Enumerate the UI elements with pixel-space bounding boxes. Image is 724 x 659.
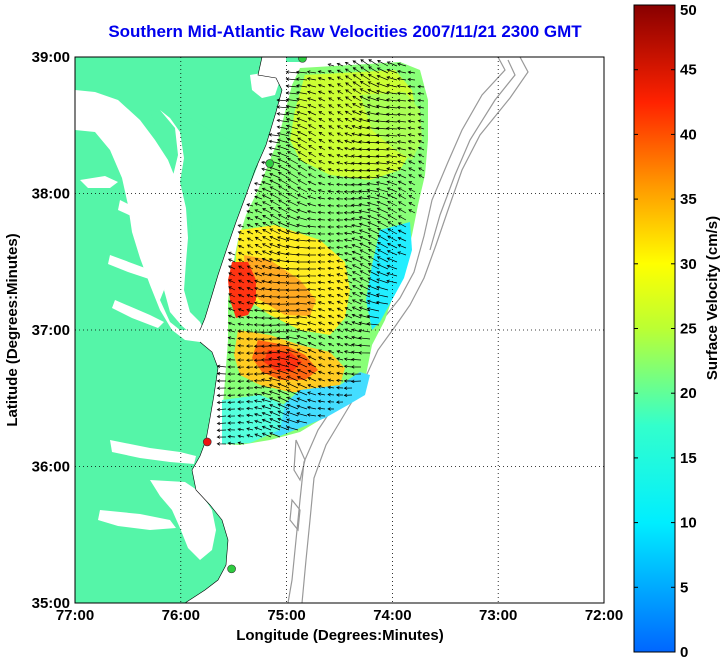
- lat-tick-label: 35:00: [32, 595, 70, 612]
- lon-tick-label: 74:00: [373, 607, 411, 624]
- colorbar-tick-label: 25: [680, 321, 697, 338]
- colorbar: [633, 4, 676, 653]
- colorbar-tick-label: 0: [680, 644, 688, 659]
- longitude-ticks: 77:00 76:00 75:00 74:00 73:00 72:00: [56, 607, 623, 624]
- colorbar-tick-label: 45: [680, 62, 697, 79]
- lon-tick-label: 72:00: [585, 607, 623, 624]
- colorbar-tick-label: 30: [680, 256, 697, 273]
- colorbar-tick-label: 5: [680, 579, 688, 596]
- radar-station-marker: [298, 57, 307, 63]
- radar-station-marker: [265, 159, 274, 168]
- land-mass: [75, 57, 302, 603]
- lat-tick-label: 38:00: [32, 186, 70, 203]
- colorbar-label: Surface Velocity (cm/s): [704, 216, 721, 380]
- lat-tick-label: 39:00: [32, 49, 70, 66]
- radar-station-marker: [227, 564, 236, 574]
- map-title: Southern Mid-Atlantic Raw Velocities 200…: [108, 22, 582, 41]
- lon-tick-label: 73:00: [479, 607, 517, 624]
- colorbar-tick-label: 10: [680, 515, 697, 532]
- colorbar-ticks: 0 5 10 15 20 25 30 35 40 45 50: [634, 2, 697, 659]
- map-frame: [74, 56, 605, 604]
- lon-tick-label: 76:00: [162, 607, 200, 624]
- y-axis-label: Latitude (Degrees:Minutes): [4, 233, 21, 426]
- velocity-field: [222, 62, 428, 445]
- colorbar-tick-label: 40: [680, 126, 697, 143]
- x-axis-label: Longitude (Degrees:Minutes): [236, 627, 444, 644]
- lon-tick-label: 77:00: [56, 607, 94, 624]
- lon-tick-label: 75:00: [267, 607, 305, 624]
- lat-tick-label: 36:00: [32, 459, 70, 476]
- velocity-vectors: [216, 59, 425, 446]
- lat-tick-label: 37:00: [32, 322, 70, 339]
- radar-station-marker: [202, 437, 212, 447]
- radar-stations: [202, 57, 307, 574]
- vector-arrows-path: [216, 59, 425, 446]
- colorbar-tick-label: 20: [680, 385, 697, 402]
- map-grid: [75, 57, 604, 603]
- chesapeake-bay: [160, 110, 206, 338]
- colorbar-tick-label: 15: [680, 450, 697, 467]
- map-area: [75, 57, 604, 603]
- latitude-ticks: 39:00 38:00 37:00 36:00 35:00: [32, 49, 70, 612]
- colorbar-tick-label: 35: [680, 191, 697, 208]
- colorbar-tick-label: 50: [680, 2, 697, 19]
